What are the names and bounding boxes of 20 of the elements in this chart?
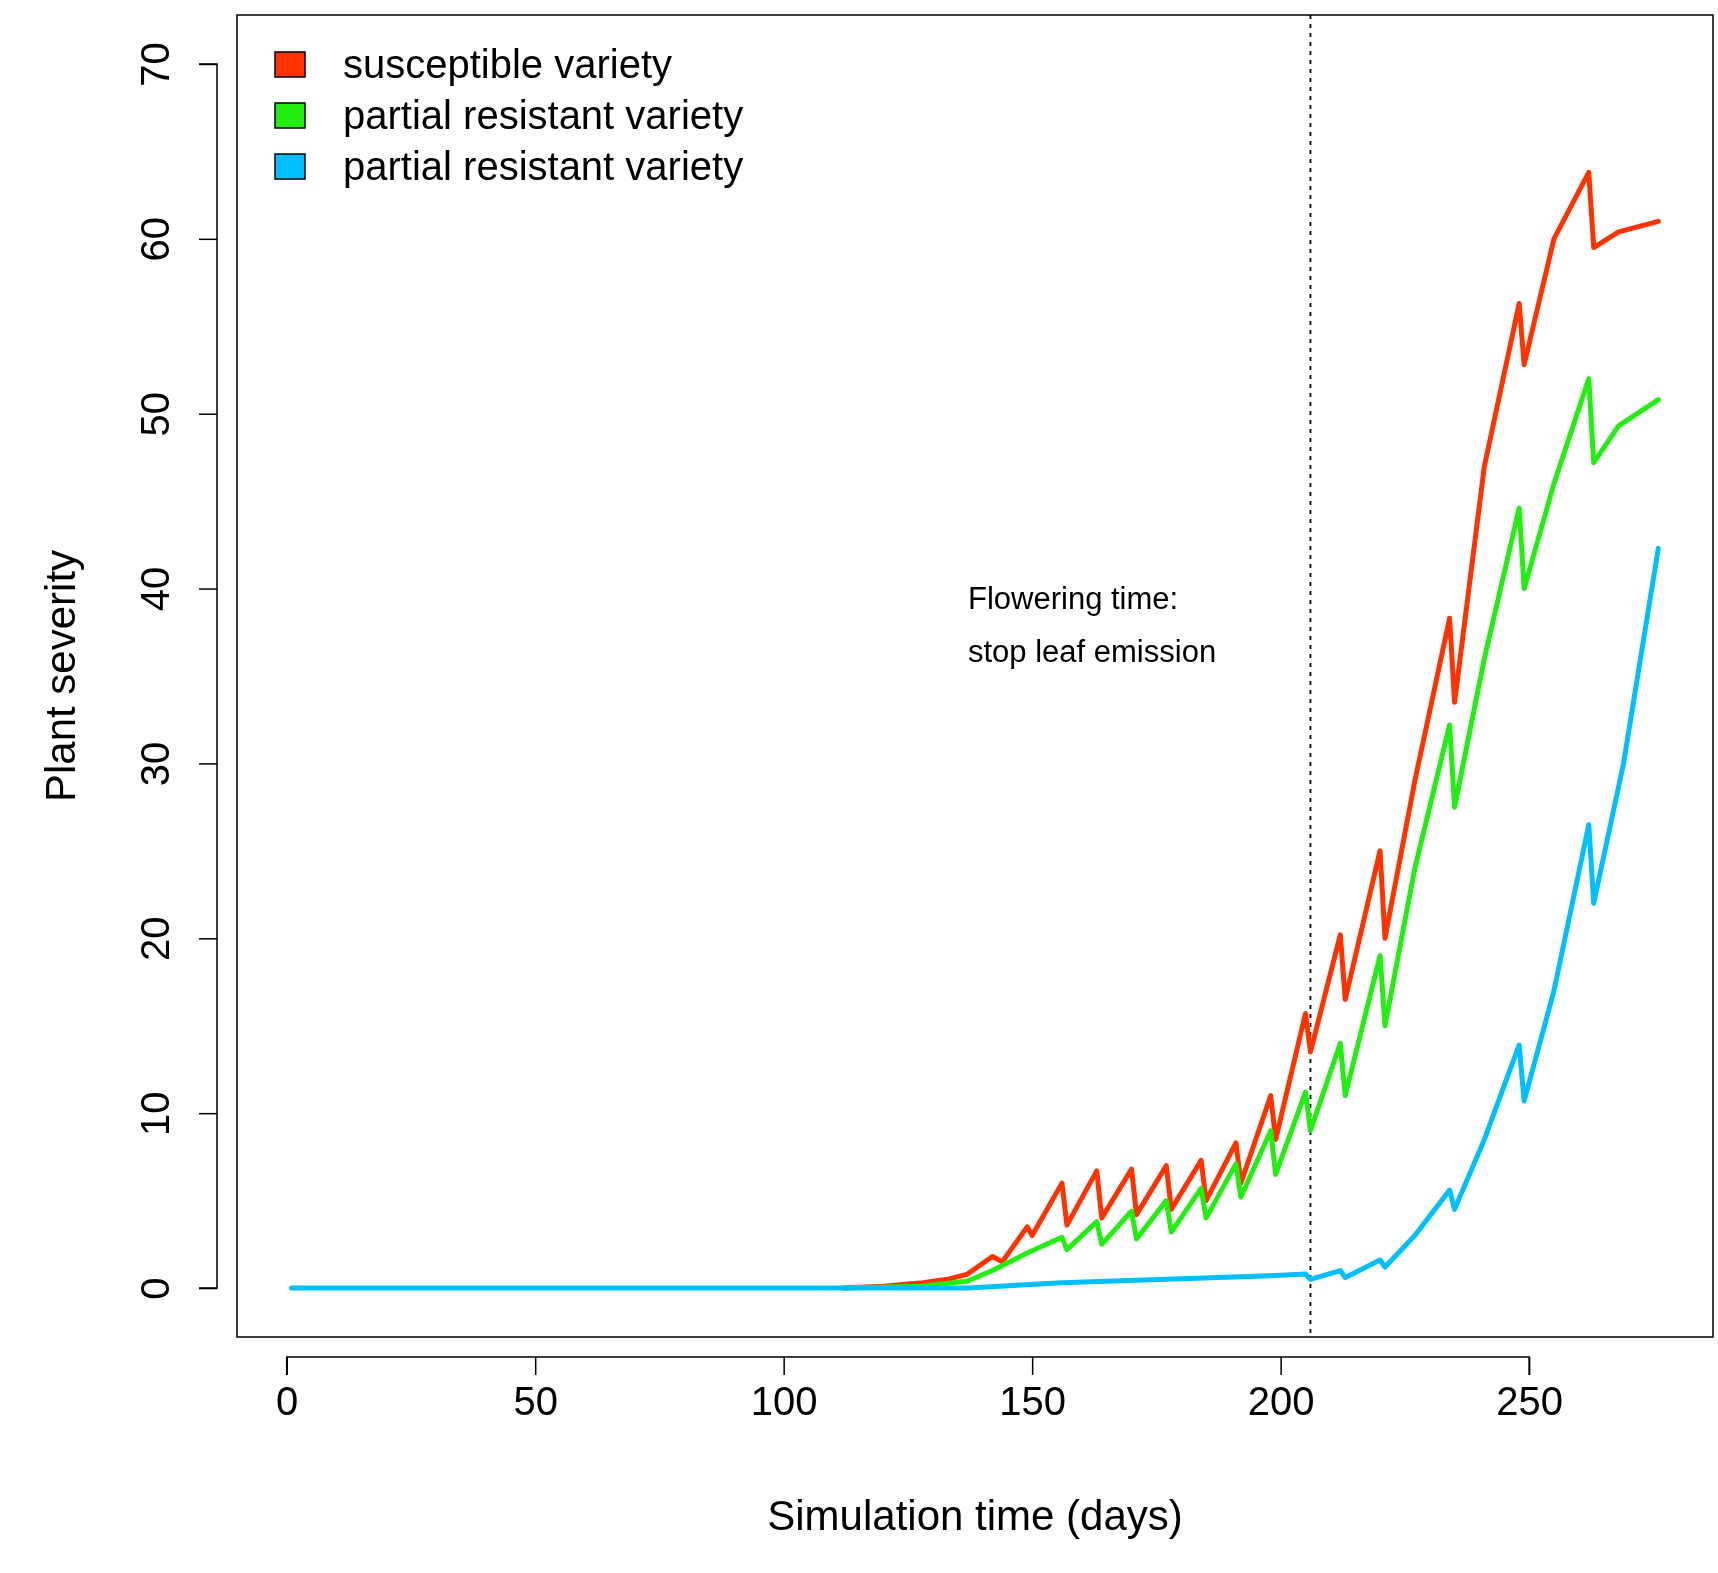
y-tick-label: 50 [133,391,177,437]
x-tick-label: 100 [750,1379,818,1424]
legend-label: partial resistant variety [343,93,744,137]
legend-label: susceptible variety [343,42,673,86]
y-tick-label: 40 [133,566,177,612]
y-axis-title: Plant severity [37,549,84,803]
y-tick-label: 10 [133,1091,177,1136]
x-tick-label: 150 [999,1379,1067,1424]
y-tick-label: 0 [133,1277,177,1300]
x-axis-title: Simulation time (days) [767,1492,1183,1539]
x-tick-label: 200 [1247,1379,1315,1424]
x-tick-label: 250 [1496,1379,1563,1424]
y-tick-label: 20 [133,916,177,962]
legend-label: partial resistant variety [343,144,744,188]
x-tick-label: 50 [513,1379,558,1424]
y-tick-label: 30 [133,741,177,787]
y-tick-label: 60 [133,217,177,262]
annotation: Flowering time: stop leaf emission [968,581,1217,669]
x-tick-label: 0 [276,1379,299,1424]
y-tick-label: 70 [133,42,177,87]
